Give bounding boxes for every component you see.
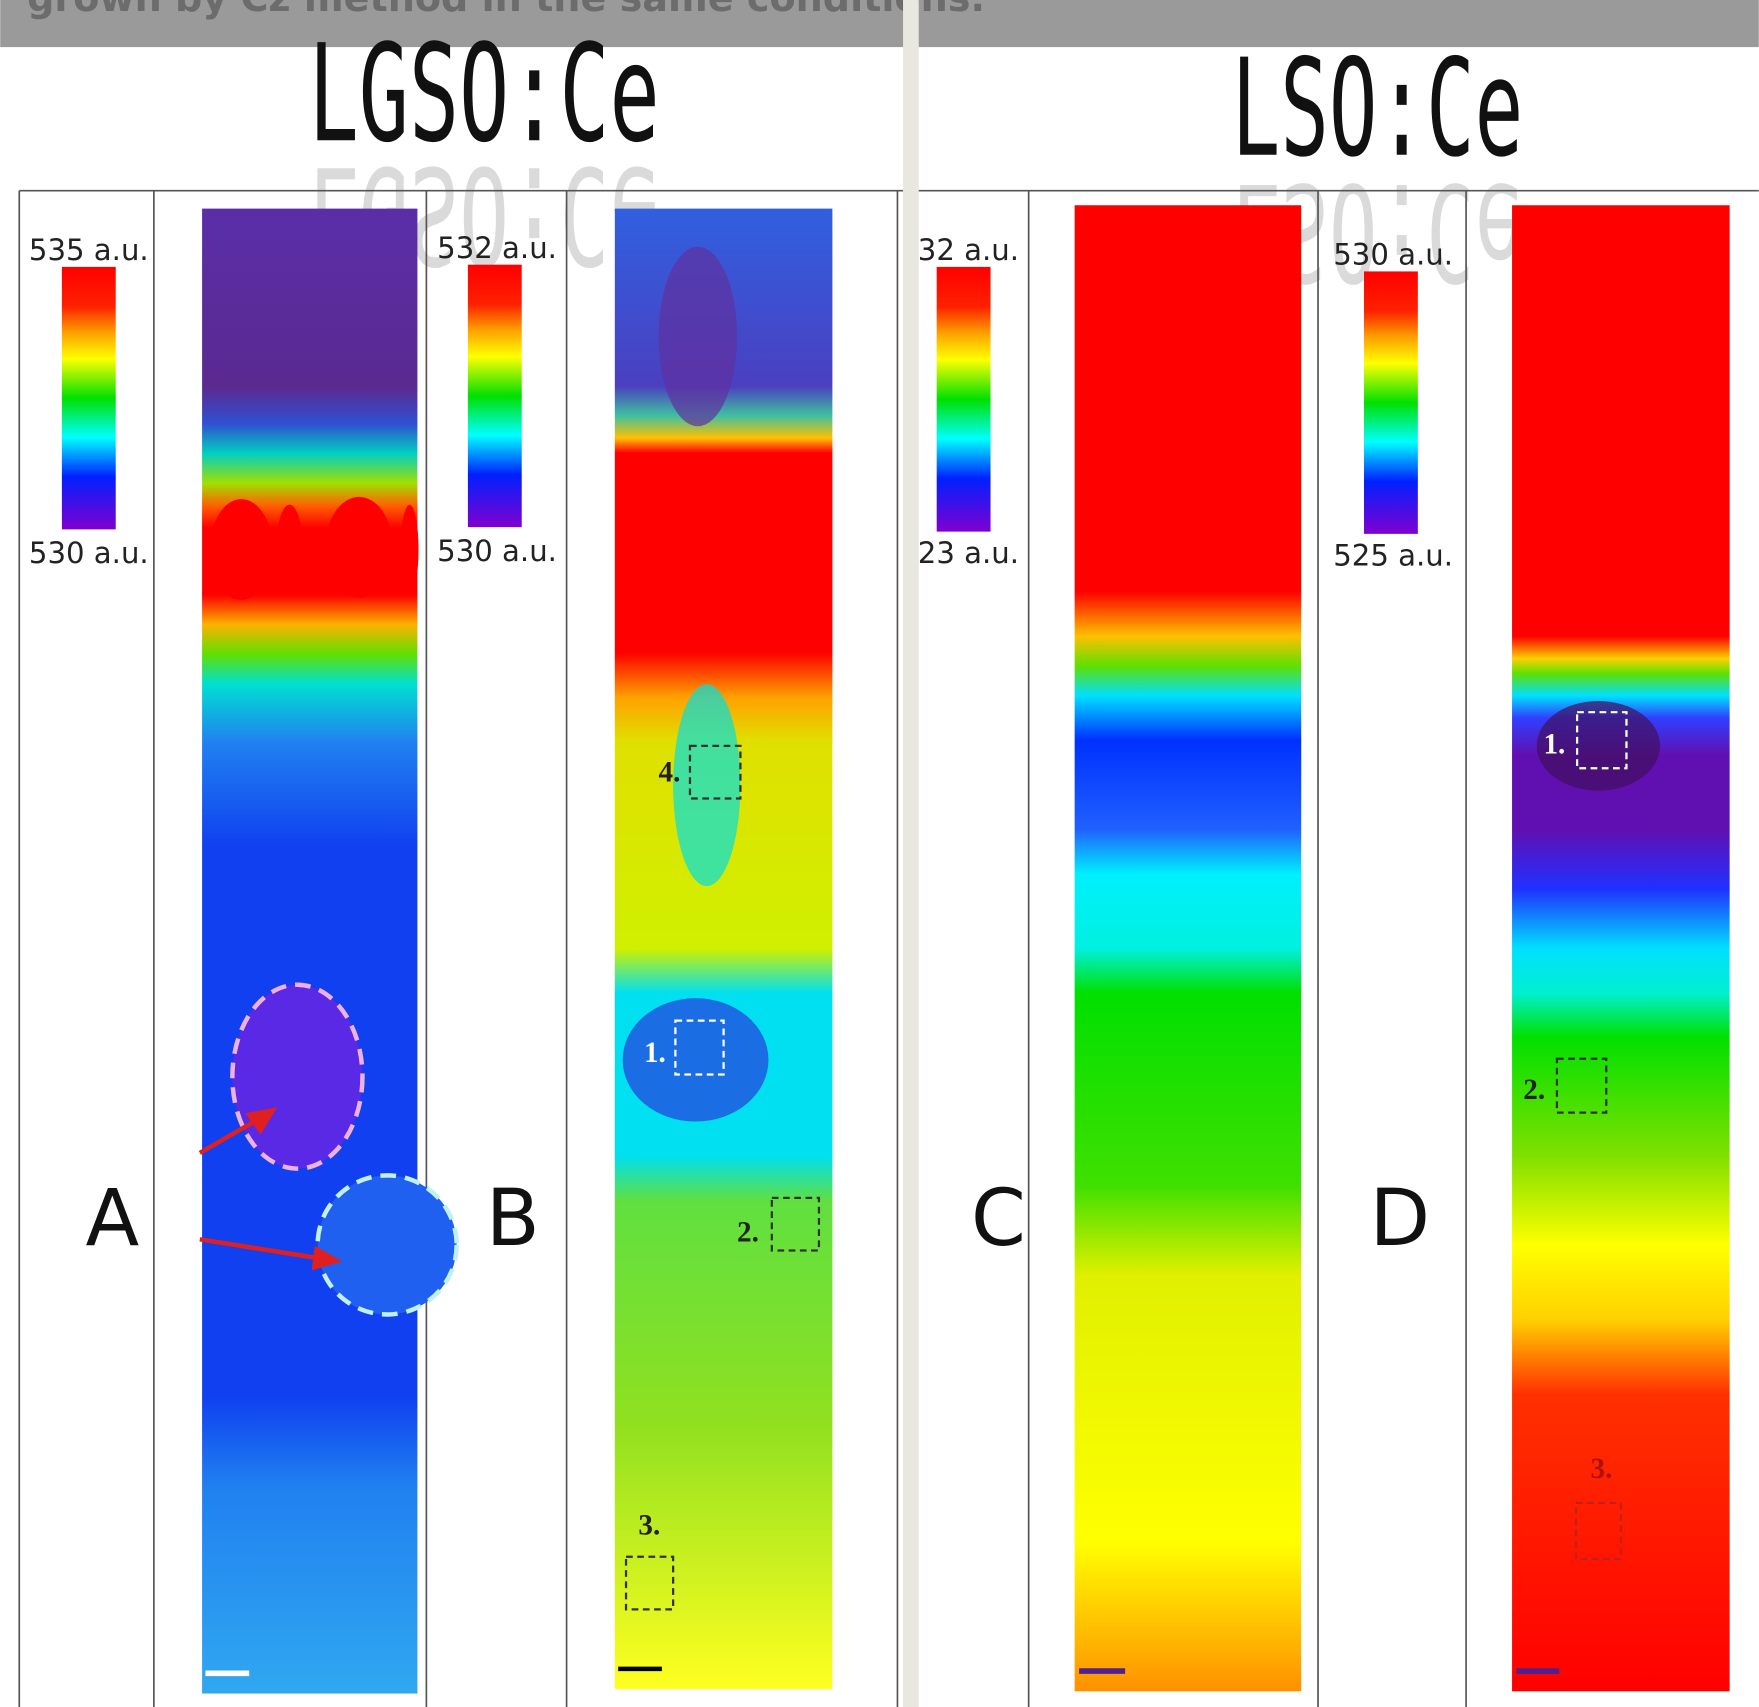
scale-min: 530 a.u. (29, 536, 149, 570)
figure: grown by Cz method in the same condition… (0, 0, 1759, 1707)
scale-max: 530 a.u. (1333, 238, 1453, 272)
region-label: 3. (638, 1509, 660, 1541)
color-scale (468, 265, 522, 527)
scale-min: 530 a.u. (437, 534, 557, 568)
map-image (202, 209, 417, 1694)
region-purple (659, 247, 738, 426)
region-cyan (673, 684, 740, 886)
scale-max: 535 a.u. (29, 233, 149, 267)
panel-label: A (86, 1172, 140, 1264)
panel-label: D (1370, 1172, 1430, 1264)
divider (903, 0, 919, 1707)
scale-min: 525 a.u. (1333, 538, 1453, 572)
region-label: 2. (1523, 1074, 1545, 1106)
color-scale (62, 267, 116, 529)
panel-label: B (486, 1172, 540, 1264)
color-scale (937, 267, 991, 532)
region-label: 1. (1543, 729, 1565, 761)
scale-max: 532 a.u. (437, 231, 557, 265)
panel-label: C (971, 1172, 1026, 1264)
map-image (615, 209, 833, 1689)
region-label: 4. (659, 757, 681, 789)
page: grown by Cz method in the same condition… (0, 0, 1759, 1707)
dashed-circle (318, 1175, 457, 1314)
color-scale (1364, 271, 1418, 533)
region-label: 2. (737, 1217, 759, 1249)
region-label: 3. (1591, 1453, 1613, 1485)
map-image (1075, 205, 1302, 1691)
region-label: 1. (644, 1037, 666, 1069)
map-image (1512, 205, 1730, 1691)
